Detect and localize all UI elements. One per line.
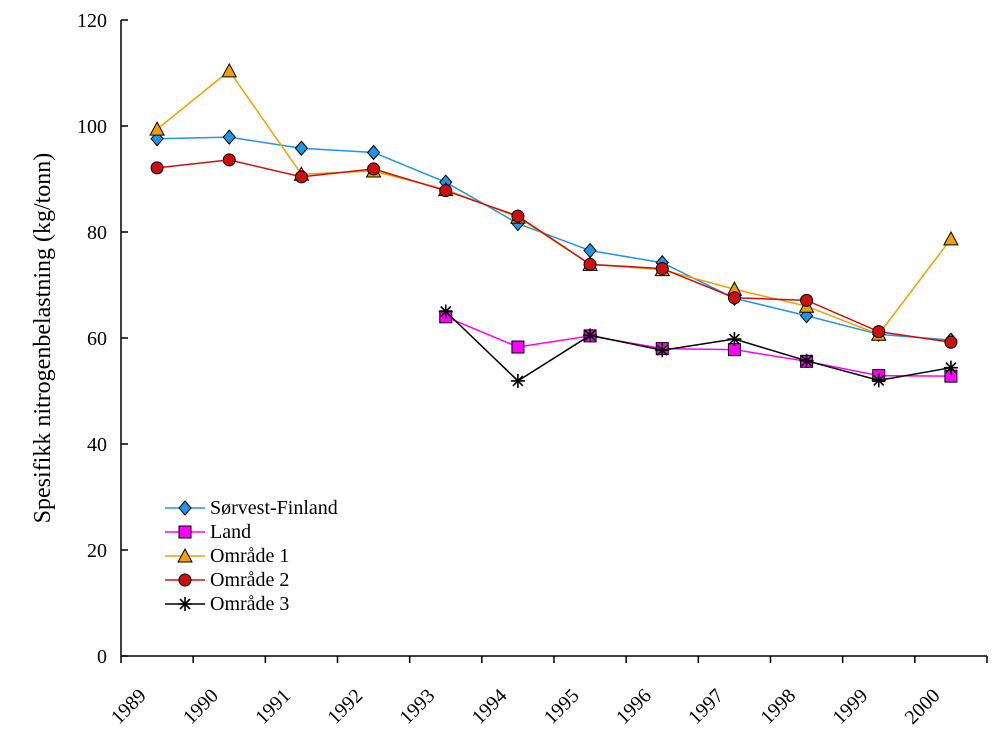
x-tick-label: 1999: [829, 685, 873, 729]
y-tick-label: 100: [77, 116, 107, 138]
series-line: [445, 310, 952, 382]
x-tick-label: 1994: [468, 685, 512, 729]
x-tick-label: 1993: [396, 685, 440, 729]
data-point: [943, 230, 959, 246]
series-layer: [149, 62, 959, 388]
y-tick-label: 40: [87, 434, 107, 456]
legend-item: Område 1: [165, 545, 289, 567]
data-point: [943, 360, 958, 375]
y-tick-label: 0: [97, 646, 107, 668]
x-tick-label: 2000: [901, 685, 945, 729]
x-tick-label: 1990: [179, 685, 223, 729]
data-point: [511, 209, 525, 223]
x-tick-label: 1992: [323, 685, 367, 729]
data-point: [655, 343, 670, 358]
data-point: [800, 293, 814, 307]
data-point: [439, 184, 453, 198]
legend-label: Område 2: [210, 569, 289, 591]
data-point: [222, 153, 236, 167]
legend-marker: [178, 525, 192, 539]
x-tick-label: 1989: [107, 685, 151, 729]
y-tick-label: 60: [87, 328, 107, 350]
series-4: [438, 304, 958, 388]
data-point: [872, 325, 886, 339]
data-point: [294, 140, 309, 157]
series-3: [150, 153, 958, 349]
data-point: [367, 162, 381, 176]
series-line: [157, 136, 951, 341]
legend-item: Land: [165, 521, 251, 543]
x-tick-label: 1991: [251, 685, 295, 729]
legend-label: Område 1: [210, 545, 289, 567]
legend-marker: [178, 597, 192, 611]
x-tick-label: 1997: [684, 685, 728, 729]
legend-marker: [178, 573, 192, 587]
data-point: [727, 332, 742, 347]
data-point: [799, 353, 814, 368]
legend-item: Område 2: [165, 569, 289, 591]
legend-item: Sørvest-Finland: [165, 497, 338, 519]
data-point: [944, 335, 958, 349]
y-tick-label: 20: [87, 540, 107, 562]
data-point: [583, 328, 598, 343]
legend-item: Område 3: [165, 593, 289, 615]
series-line: [157, 159, 952, 343]
x-tick-label: 1996: [612, 685, 656, 729]
data-point: [583, 257, 597, 271]
data-point: [150, 161, 164, 175]
data-point: [583, 242, 597, 259]
x-tick-label: 1995: [540, 685, 584, 729]
y-tick-label: 120: [77, 10, 107, 32]
data-point: [511, 340, 525, 354]
x-tick-label: 1998: [756, 685, 800, 729]
series-2: [149, 62, 959, 341]
legend-label: Sørvest-Finland: [210, 497, 338, 519]
data-point: [222, 129, 236, 145]
series-1: [439, 310, 958, 383]
data-point: [438, 304, 453, 319]
data-point: [294, 170, 308, 184]
data-point: [149, 121, 165, 136]
series-line: [445, 316, 951, 377]
series-0: [150, 129, 958, 348]
data-point: [871, 373, 886, 388]
series-line: [156, 69, 952, 336]
data-point: [366, 144, 381, 161]
legend-marker: [178, 500, 192, 516]
y-axis-title: Spesifikk nitrogenbelastning (kg/tonn): [30, 153, 56, 524]
legend-label: Land: [210, 521, 251, 543]
data-point: [727, 291, 741, 305]
data-point: [221, 62, 238, 78]
legend-label: Område 3: [210, 593, 289, 615]
legend-marker: [177, 547, 193, 563]
y-tick-label: 80: [87, 222, 107, 244]
data-point: [510, 373, 525, 388]
data-point: [655, 262, 669, 276]
